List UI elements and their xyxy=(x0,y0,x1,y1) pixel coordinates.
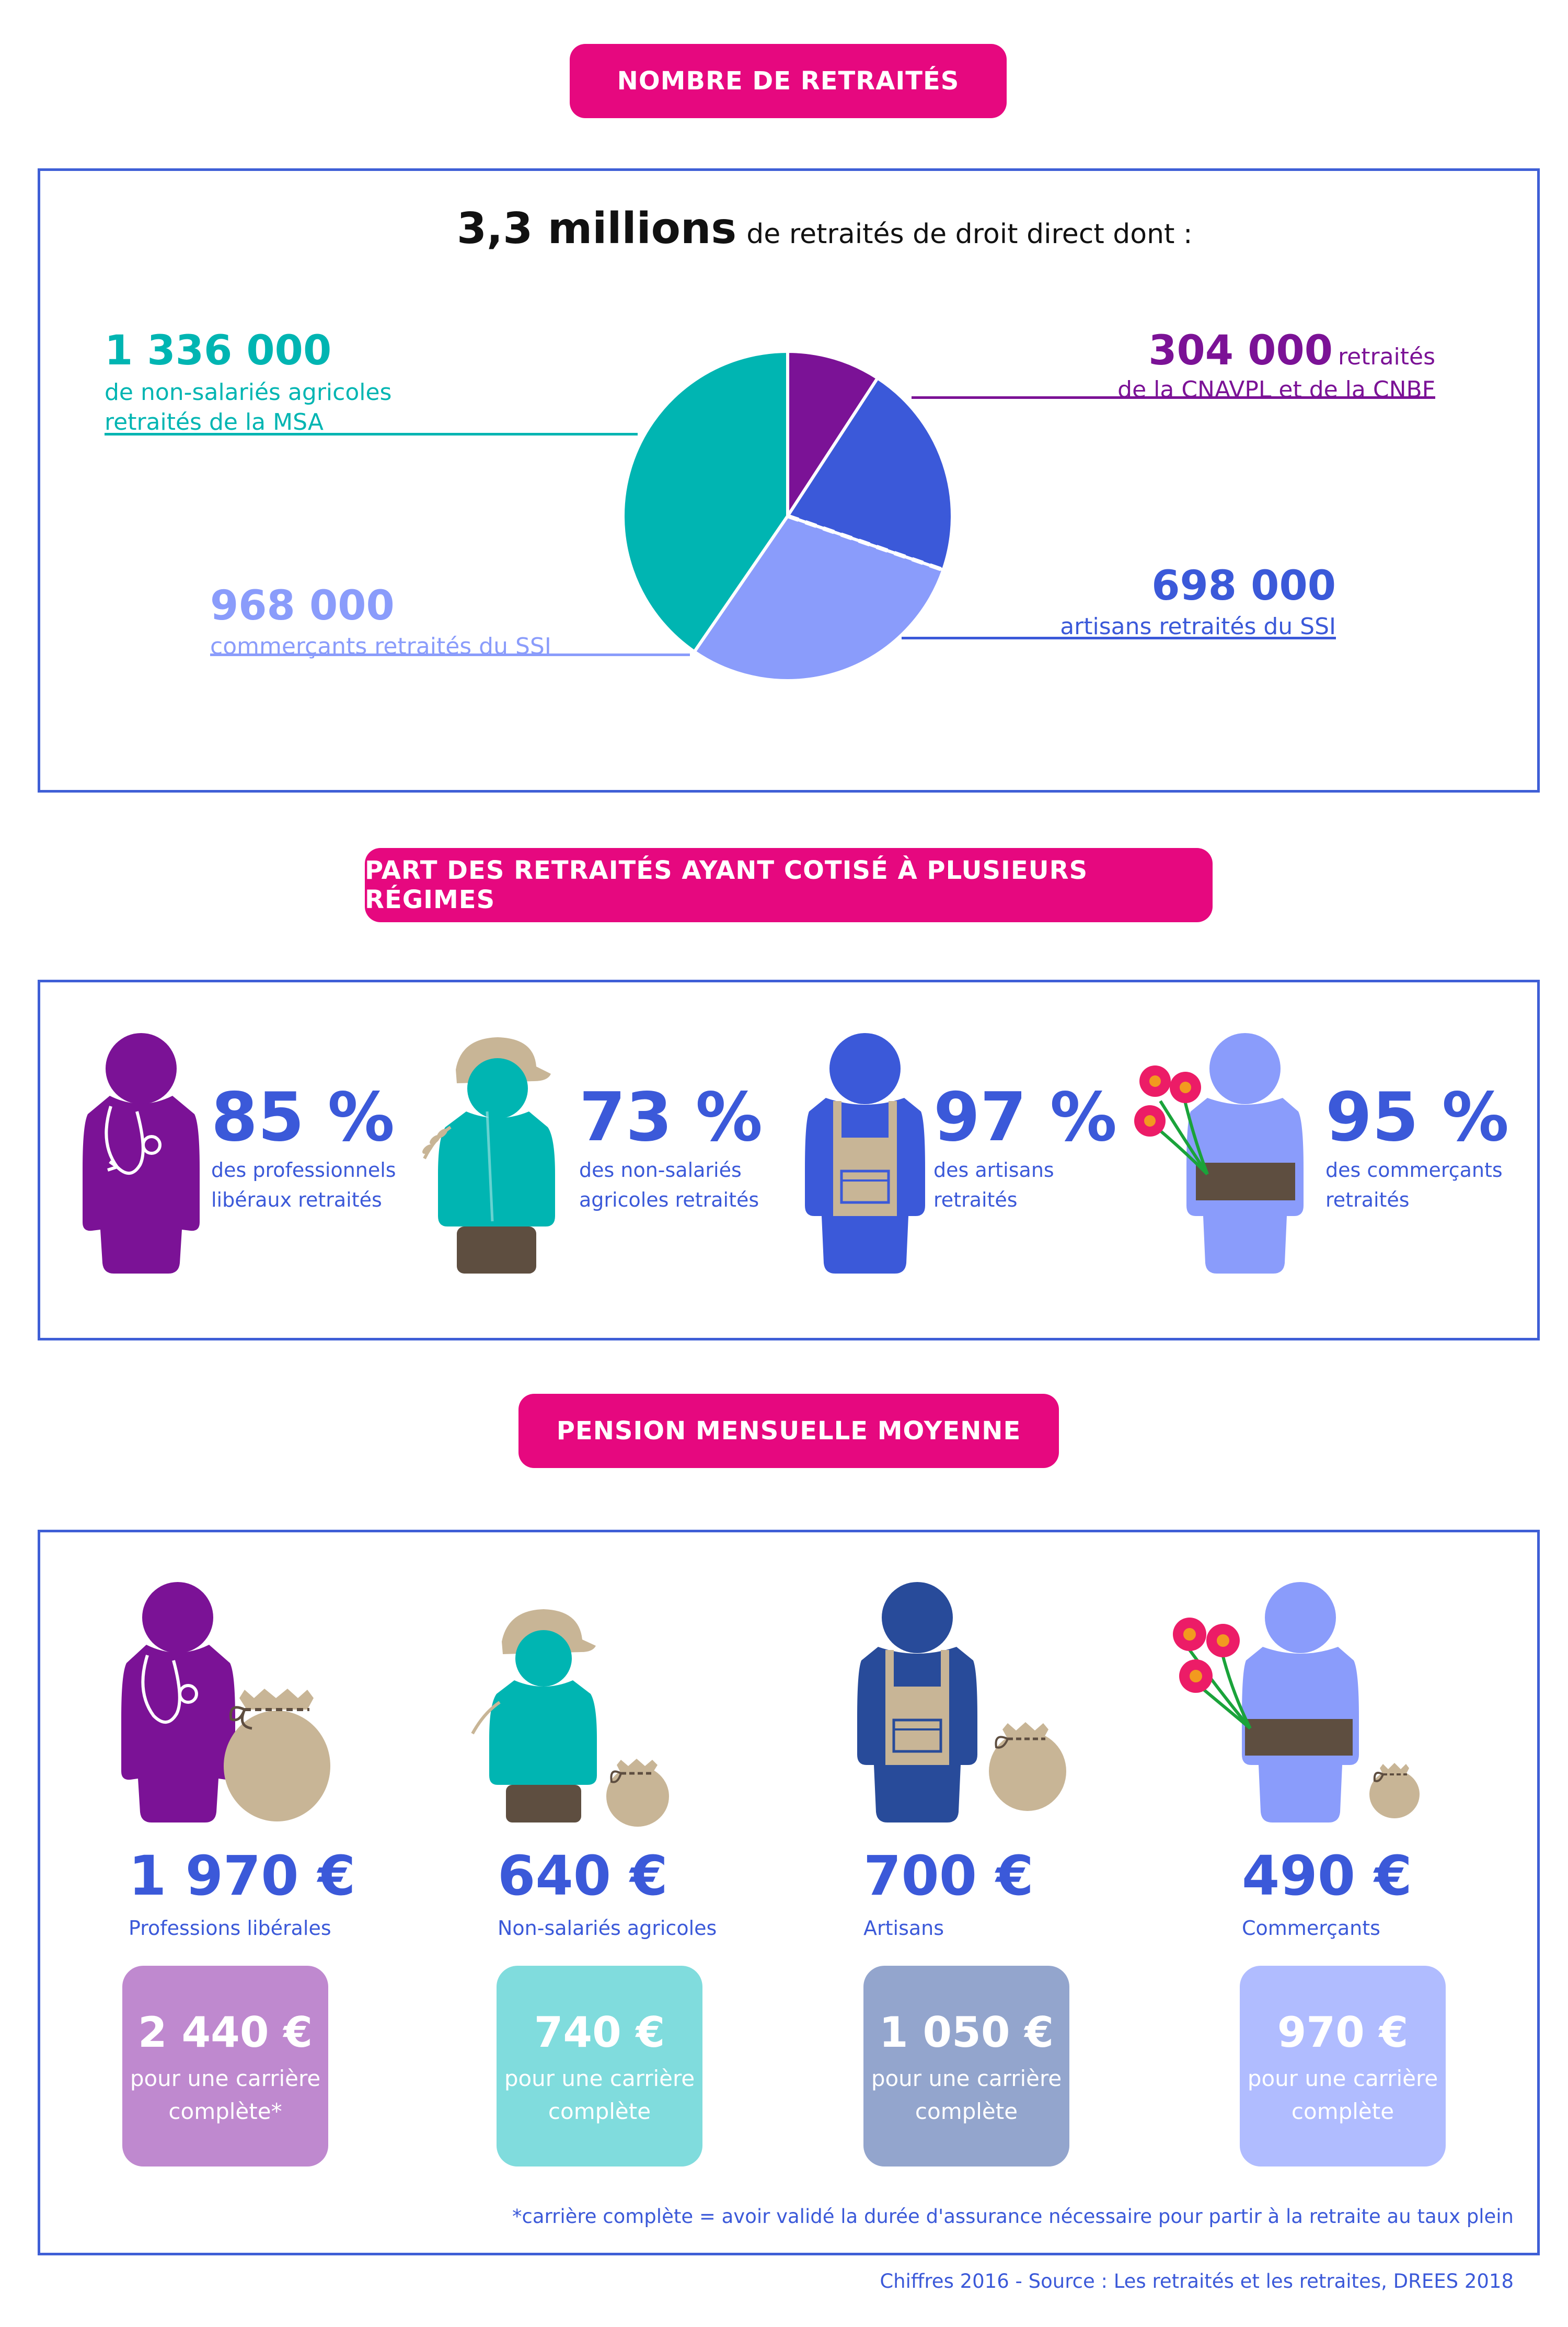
total-line: 3,3 millions de retraités de droit direc… xyxy=(457,204,1193,254)
label-msa-value: 1 336 000 xyxy=(105,327,332,374)
full-career-card-1: 2 440 € pour une carrière complète* xyxy=(122,1966,328,2166)
pie-slice-cnavpl xyxy=(786,349,880,522)
label-cnavpl: 304 000 retraités de la CNAVPL et de la C… xyxy=(1117,330,1435,405)
pension-item-3: 700 € Artisans xyxy=(863,1849,1034,1940)
farmer-figure-icon xyxy=(422,1037,555,1274)
multi-line2-3: retraités xyxy=(933,1188,1018,1211)
pension-avg-4: 490 € xyxy=(1242,1844,1412,1908)
multi-line1-4: des commerçants xyxy=(1325,1159,1503,1182)
pension-cat-4: Commerçants xyxy=(1242,1917,1380,1940)
label-cnavpl-line1: de la CNAVPL et de la CNBF xyxy=(1117,376,1435,404)
pie-slice-artisans xyxy=(785,375,954,572)
multi-item-3: 97 % des artisans retraités xyxy=(933,1084,1117,1215)
pension-avg-3: 700 € xyxy=(863,1844,1034,1908)
full-career-line1-4: pour une carrière xyxy=(1247,2066,1438,2091)
full-career-line2-2: complète xyxy=(548,2099,651,2124)
multi-line1-3: des artisans xyxy=(933,1159,1054,1182)
artisan-money-figure-icon xyxy=(857,1582,1066,1822)
pie-slice-msa xyxy=(621,349,789,654)
label-artisans: 698 000 artisans retraités du SSI xyxy=(1060,566,1336,641)
full-career-line2-4: complète xyxy=(1291,2099,1394,2124)
multi-line2-4: retraités xyxy=(1325,1188,1410,1211)
retirees-box xyxy=(38,168,1540,793)
shopkeeper-money-figure-icon xyxy=(1173,1582,1420,1822)
full-career-value-1: 2 440 € xyxy=(137,2008,313,2057)
label-commercants-value: 968 000 xyxy=(210,582,395,629)
multi-line2-2: agricoles retraités xyxy=(579,1188,759,1211)
multi-line1-2: des non-salariés xyxy=(579,1159,742,1182)
section-title-retirees: NOMBRE DE RETRAITÉS xyxy=(570,44,1007,118)
leader-line-artisans xyxy=(902,637,1336,639)
pension-avg-1: 1 970 € xyxy=(129,1844,356,1908)
total-label: de retraités de droit direct dont : xyxy=(746,219,1193,250)
leader-line-commercants xyxy=(210,654,690,656)
full-career-value-2: 740 € xyxy=(534,2008,665,2057)
multi-pct-4: 95 % xyxy=(1325,1079,1509,1156)
full-career-value-3: 1 050 € xyxy=(879,2008,1054,2057)
pie-ssi-separator xyxy=(787,514,944,572)
label-artisans-value: 698 000 xyxy=(1151,563,1336,610)
multi-box xyxy=(38,980,1540,1340)
label-artisans-line1: artisans retraités du SSI xyxy=(1060,613,1336,640)
label-msa: 1 336 000 de non-salariés agricoles retr… xyxy=(105,330,391,437)
multi-item-4: 95 % des commerçants retraités xyxy=(1325,1084,1509,1215)
full-career-value-4: 970 € xyxy=(1277,2008,1409,2057)
doctor-money-figure-icon xyxy=(121,1582,330,1822)
pie-chart xyxy=(621,349,954,682)
pension-avg-2: 640 € xyxy=(498,1844,668,1908)
multi-item-1: 85 % des professionnels libéraux retrait… xyxy=(211,1084,396,1215)
full-career-line1-3: pour une carrière xyxy=(871,2066,1062,2091)
full-career-card-2: 740 € pour une carrière complète xyxy=(497,1966,702,2166)
pension-cat-2: Non-salariés agricoles xyxy=(498,1917,717,1940)
section-title-pension: PENSION MENSUELLE MOYENNE xyxy=(518,1394,1059,1468)
footnote: *carrière complète = avoir validé la dur… xyxy=(512,2205,1514,2228)
full-career-line2-3: complète xyxy=(915,2099,1018,2124)
label-cnavpl-suffix: retraités xyxy=(1338,343,1435,370)
label-cnavpl-value: 304 000 xyxy=(1148,327,1333,374)
pension-box xyxy=(38,1530,1540,2255)
full-career-line1-1: pour une carrière xyxy=(130,2066,321,2091)
multi-pct-1: 85 % xyxy=(211,1079,395,1156)
multi-item-2: 73 % des non-salariés agricoles retraité… xyxy=(579,1084,763,1215)
label-commercants-line1: commerçants retraités du SSI xyxy=(210,633,551,660)
source: Chiffres 2016 - Source : Les retraités e… xyxy=(880,2270,1514,2292)
pension-cat-3: Artisans xyxy=(863,1917,944,1940)
full-career-card-4: 970 € pour une carrière complète xyxy=(1240,1966,1446,2166)
multi-line1-1: des professionnels xyxy=(211,1159,396,1182)
section-title-multi: PART DES RETRAITÉS AYANT COTISÉ À PLUSIE… xyxy=(365,848,1213,922)
multi-pct-3: 97 % xyxy=(933,1079,1117,1156)
pension-cat-1: Professions libérales xyxy=(129,1917,331,1940)
leader-line-cnavpl xyxy=(912,396,1435,399)
pension-item-4: 490 € Commerçants xyxy=(1242,1849,1412,1940)
multi-line2-1: libéraux retraités xyxy=(211,1188,382,1211)
label-commercants: 968 000 commerçants retraités du SSI xyxy=(210,586,551,661)
pension-item-2: 640 € Non-salariés agricoles xyxy=(498,1849,717,1940)
label-msa-line1: de non-salariés agricoles xyxy=(105,379,392,406)
multi-pct-2: 73 % xyxy=(579,1079,763,1156)
full-career-line1-2: pour une carrière xyxy=(504,2066,695,2091)
artisan-figure-icon xyxy=(805,1033,925,1274)
label-msa-line2: retraités de la MSA xyxy=(105,409,324,436)
full-career-line2-1: complète* xyxy=(168,2099,282,2124)
shopkeeper-figure-icon xyxy=(1134,1033,1304,1274)
full-career-card-3: 1 050 € pour une carrière complète xyxy=(863,1966,1069,2166)
doctor-figure-icon xyxy=(83,1033,200,1274)
pie-slice-commercants xyxy=(692,514,946,682)
total-value: 3,3 millions xyxy=(457,204,737,254)
pension-item-1: 1 970 € Professions libérales xyxy=(129,1849,355,1940)
leader-line-msa xyxy=(105,433,638,435)
farmer-money-figure-icon xyxy=(471,1609,669,1827)
